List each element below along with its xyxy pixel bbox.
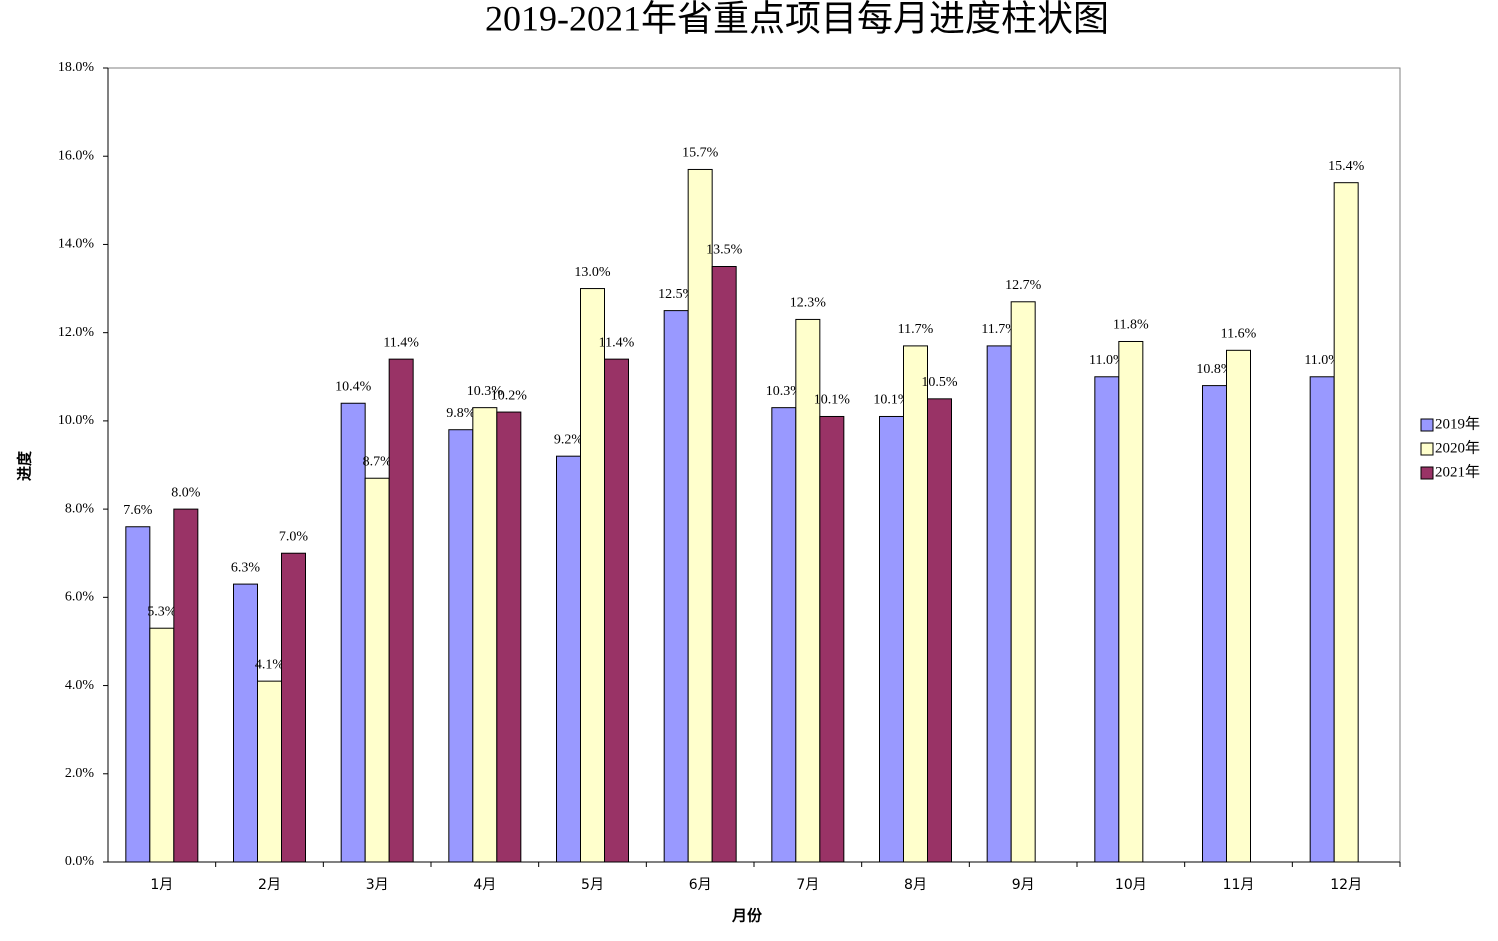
data-label: 11.0%	[1089, 353, 1125, 368]
data-label: 10.3%	[467, 384, 504, 399]
data-label: 11.6%	[1221, 327, 1257, 342]
y-tick-label: 4.0%	[65, 678, 95, 693]
x-tick-label: 8月	[904, 877, 927, 893]
x-tick-label: 12月	[1330, 877, 1362, 893]
data-label: 11.0%	[1304, 353, 1340, 368]
legend-swatch	[1420, 466, 1434, 480]
x-tick-label: 7月	[796, 877, 819, 893]
bar	[580, 288, 605, 863]
x-tick-label: 11月	[1223, 877, 1255, 893]
y-tick-label: 6.0%	[65, 590, 95, 605]
data-label: 12.7%	[1005, 278, 1042, 293]
bar	[496, 411, 522, 863]
data-label: 12.5%	[658, 287, 695, 302]
data-label: 15.4%	[1328, 159, 1365, 174]
bar	[1010, 301, 1036, 863]
bar	[173, 508, 199, 863]
bar	[1226, 349, 1251, 863]
data-label: 7.6%	[123, 503, 153, 518]
y-tick-label: 14.0%	[58, 237, 95, 252]
y-tick-label: 10.0%	[58, 413, 95, 428]
y-tick-label: 2.0%	[65, 766, 95, 781]
x-tick-label: 10月	[1115, 877, 1147, 893]
legend-swatch	[1420, 442, 1434, 456]
bar	[125, 526, 151, 863]
bar	[1094, 376, 1120, 863]
y-axis-title: 进度	[16, 450, 34, 481]
bar	[663, 310, 689, 863]
x-tick-label: 5月	[581, 877, 604, 893]
y-tick-label: 12.0%	[58, 325, 95, 340]
x-tick-label: 1月	[150, 877, 173, 893]
bar	[556, 455, 581, 863]
y-tick-label: 16.0%	[58, 148, 95, 163]
data-label: 13.0%	[574, 265, 611, 280]
data-label: 11.4%	[383, 335, 419, 350]
bar	[1333, 182, 1359, 863]
x-tick-label: 4月	[473, 877, 496, 893]
x-tick-label: 2月	[258, 877, 281, 893]
y-tick-label: 8.0%	[65, 501, 95, 516]
x-axis-title: 月份	[731, 907, 763, 925]
bar	[771, 407, 797, 863]
data-label: 4.1%	[255, 657, 285, 672]
bar	[711, 266, 737, 863]
data-label: 15.7%	[682, 146, 719, 161]
data-label: 8.7%	[363, 454, 393, 469]
chart-title: 2019-2021年省重点项目每月进度柱状图	[485, 0, 1109, 38]
bar	[1309, 376, 1335, 863]
data-label: 11.7%	[981, 322, 1017, 337]
data-label: 11.4%	[599, 335, 635, 350]
data-label: 10.3%	[766, 384, 803, 399]
data-label: 7.0%	[279, 529, 309, 544]
data-label: 10.1%	[814, 393, 851, 408]
bar	[388, 358, 414, 863]
y-tick-label: 0.0%	[65, 854, 95, 869]
legend-label: 2019年	[1435, 415, 1480, 432]
bar	[340, 402, 366, 863]
bar	[1202, 385, 1227, 863]
legend-label: 2020年	[1435, 439, 1480, 456]
bar	[927, 398, 952, 863]
legend-swatch	[1420, 418, 1434, 432]
data-label: 10.8%	[1196, 362, 1233, 377]
bar	[986, 345, 1012, 863]
x-tick-label: 3月	[366, 877, 389, 893]
data-label: 6.3%	[231, 560, 261, 575]
data-label: 12.3%	[790, 296, 827, 311]
bar	[604, 358, 629, 863]
data-label: 10.2%	[491, 388, 528, 403]
data-label: 5.3%	[147, 604, 177, 619]
bar	[233, 583, 258, 863]
x-tick-label: 9月	[1012, 877, 1035, 893]
bar	[257, 680, 282, 863]
bar	[819, 415, 845, 863]
x-tick-label: 6月	[689, 877, 712, 893]
bar	[281, 552, 306, 863]
bar	[364, 477, 390, 863]
data-label: 9.2%	[554, 432, 584, 447]
data-label: 8.0%	[171, 485, 201, 500]
bar	[1118, 340, 1144, 863]
data-label: 10.5%	[921, 375, 958, 390]
data-label: 11.8%	[1113, 318, 1149, 333]
bar	[903, 345, 928, 863]
data-label: 13.5%	[706, 243, 743, 258]
bar	[149, 627, 175, 863]
data-label: 10.1%	[873, 393, 910, 408]
data-label: 9.8%	[446, 406, 476, 421]
bar	[448, 429, 474, 863]
data-label: 10.4%	[335, 379, 372, 394]
bar	[687, 168, 713, 863]
legend-label: 2021年	[1435, 463, 1480, 480]
y-tick-label: 18.0%	[58, 60, 95, 75]
bar	[472, 407, 498, 863]
data-label: 11.7%	[898, 322, 934, 337]
bar	[879, 415, 904, 863]
